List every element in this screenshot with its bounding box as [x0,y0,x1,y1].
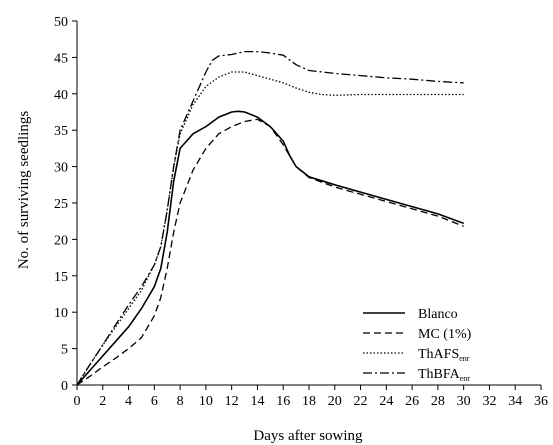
y-tick-label: 5 [61,343,68,358]
y-tick-label: 50 [54,15,68,30]
series-line-thafs [76,71,464,386]
legend-label-blanco: Blanco [418,307,458,322]
x-tick-label: 20 [328,394,342,409]
axes [72,20,542,390]
x-tick-label: 36 [534,394,548,409]
x-tick-label: 32 [482,394,496,409]
x-tick-label: 34 [508,394,522,409]
plot-area [76,50,464,386]
series-line-blanco [76,110,464,386]
y-tick-label: 40 [54,88,68,103]
x-tick-label: 8 [177,394,184,409]
y-axis-label: No. of surviving seedlings [16,111,32,269]
legend-label-thafs: ThAFSenr [418,347,470,363]
x-tick-label: 30 [457,394,471,409]
y-tick-label: 45 [54,51,68,66]
legend: Blanco MC (1%) ThAFSenr ThBFAenr [363,307,472,383]
x-tick-label: 28 [431,394,445,409]
y-tick-label: 30 [54,161,68,176]
x-tick-label: 6 [151,394,158,409]
series-line-mc-1 [76,118,464,386]
x-tick-label: 2 [99,394,106,409]
y-tick-label: 15 [54,270,68,285]
legend-label-thbfa: ThBFAenr [418,367,470,383]
x-tick-label: 4 [125,394,132,409]
x-tick-label: 16 [276,394,290,409]
y-tick-label: 20 [54,233,68,248]
y-tick-label: 10 [54,306,68,321]
x-tick-label: 18 [302,394,316,409]
y-tick-label: 35 [54,124,68,139]
y-tick-label: 25 [54,197,68,212]
x-tick-label: 22 [354,394,368,409]
x-tick-label: 12 [225,394,239,409]
x-axis-label: Days after sowing [253,428,363,444]
tick-labels: 0 2 4 6 8 10 12 14 16 18 20 22 24 26 28 30 32 34 360510152… [54,15,548,409]
x-tick-label: 26 [405,394,419,409]
x-tick-label: 0 [74,394,81,409]
x-tick-label: 24 [379,394,393,409]
legend-subscript: enr [460,374,471,383]
series-line-thbfa [76,50,464,386]
legend-label-mc-1: MC (1%) [418,327,472,342]
y-tick-label: 0 [61,379,68,394]
x-tick-label: 10 [199,394,213,409]
legend-subscript: enr [459,354,470,363]
x-tick-label: 14 [250,394,264,409]
